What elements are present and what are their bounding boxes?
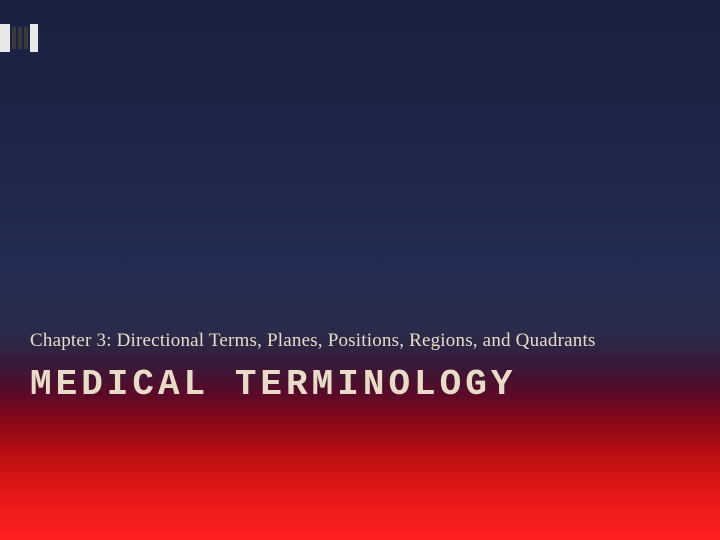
presentation-slide: Chapter 3: Directional Terms, Planes, Po… [0,0,720,540]
slide-subtitle: Chapter 3: Directional Terms, Planes, Po… [30,330,690,352]
decoration-bar [24,27,28,49]
decoration-bar [0,24,10,52]
slide-content: Chapter 3: Directional Terms, Planes, Po… [30,330,690,405]
corner-decoration [0,24,48,52]
decoration-bar [18,27,22,49]
slide-title: MEDICAL TERMINOLOGY [30,364,690,405]
decoration-bar [12,27,16,49]
decoration-bar [30,24,38,52]
